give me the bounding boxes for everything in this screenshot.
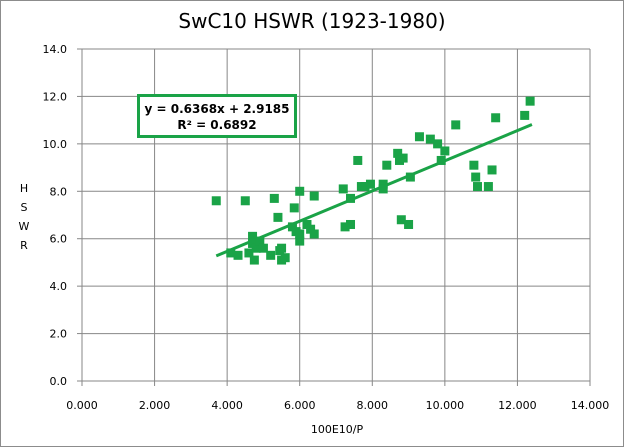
data-point: [393, 148, 403, 158]
data-point: [360, 182, 370, 192]
y-tick-label: 14.0: [43, 43, 68, 56]
y-tick-label: 8.0: [50, 185, 68, 198]
data-point: [396, 215, 406, 225]
trendline-equation-box: y = 0.6368x + 2.9185 R² = 0.6892: [137, 94, 297, 138]
data-point: [309, 229, 319, 239]
data-point: [280, 253, 290, 263]
x-tick-label: 6.000: [284, 399, 316, 412]
data-point: [404, 219, 414, 229]
y-tick-label: 4.0: [50, 280, 68, 293]
data-point: [248, 238, 258, 248]
data-point: [469, 160, 479, 170]
data-point: [525, 96, 535, 106]
data-point: [405, 172, 415, 182]
data-point: [240, 196, 250, 206]
data-point: [425, 134, 435, 144]
data-point: [471, 172, 481, 182]
data-point: [295, 236, 305, 246]
x-tick-label: 2.000: [139, 399, 171, 412]
data-point: [487, 165, 497, 175]
x-tick-label: 14.000: [571, 399, 610, 412]
y-tick-label: 6.0: [50, 233, 68, 246]
x-tick-label: 4.000: [211, 399, 243, 412]
data-point: [473, 182, 483, 192]
data-point: [378, 179, 388, 189]
data-point: [289, 203, 299, 213]
trendline-line: [215, 123, 533, 258]
data-point: [266, 250, 276, 260]
x-axis-label: 100E10/P: [310, 423, 364, 436]
data-point: [226, 248, 236, 258]
x-tick-labels: 0.000 2.000 4.000 6.000 8.000 10.000 12.000 14.…: [66, 399, 609, 412]
data-point: [295, 186, 305, 196]
data-point: [338, 184, 348, 194]
data-points: [211, 96, 535, 265]
data-point: [277, 243, 287, 253]
data-point: [233, 250, 243, 260]
data-point: [451, 120, 461, 130]
x-tick-label: 10.000: [426, 399, 465, 412]
data-point: [433, 139, 443, 149]
y-tick-label: 0.0: [50, 375, 68, 388]
data-point: [248, 231, 258, 241]
data-point: [273, 212, 283, 222]
data-point: [378, 184, 388, 194]
data-point: [258, 243, 268, 253]
data-point: [436, 155, 446, 165]
x-tick-label: 8.000: [357, 399, 389, 412]
data-point: [353, 155, 363, 165]
data-point: [306, 224, 316, 234]
data-point: [340, 222, 350, 232]
data-point: [346, 193, 356, 203]
data-point: [382, 160, 392, 170]
data-point: [346, 219, 356, 229]
data-point: [520, 110, 530, 120]
data-point: [287, 222, 297, 232]
data-point: [302, 219, 312, 229]
x-tick-label: 12.000: [498, 399, 537, 412]
y-tick-label: 12.0: [43, 90, 68, 103]
data-point: [483, 182, 493, 192]
data-point: [309, 191, 319, 201]
data-point: [491, 113, 501, 123]
data-point: [295, 229, 305, 239]
axes: [77, 48, 591, 386]
y-tick-label: 2.0: [50, 328, 68, 341]
data-point: [398, 153, 408, 163]
y-tick-label: 10.0: [43, 138, 68, 151]
trendline-equation: y = 0.6368x + 2.9185: [144, 102, 290, 116]
x-tick-label: 0.000: [66, 399, 98, 412]
data-point: [211, 196, 221, 206]
data-point: [440, 146, 450, 156]
trendline-r-squared: R² = 0.6892: [177, 118, 257, 132]
y-axis-label: HSWR: [18, 182, 30, 252]
data-point: [269, 193, 279, 203]
data-point: [251, 243, 261, 253]
data-point: [365, 179, 375, 189]
data-point: [414, 132, 424, 142]
data-point: [255, 236, 265, 246]
data-point: [244, 248, 254, 258]
data-point: [249, 255, 259, 265]
y-tick-labels: 0.0 2.0 4.0 6.0 8.0 10.0 12.0 14.0: [43, 43, 68, 388]
trendline: [215, 123, 533, 258]
chart-title: SwC10 HSWR (1923-1980): [178, 9, 446, 33]
